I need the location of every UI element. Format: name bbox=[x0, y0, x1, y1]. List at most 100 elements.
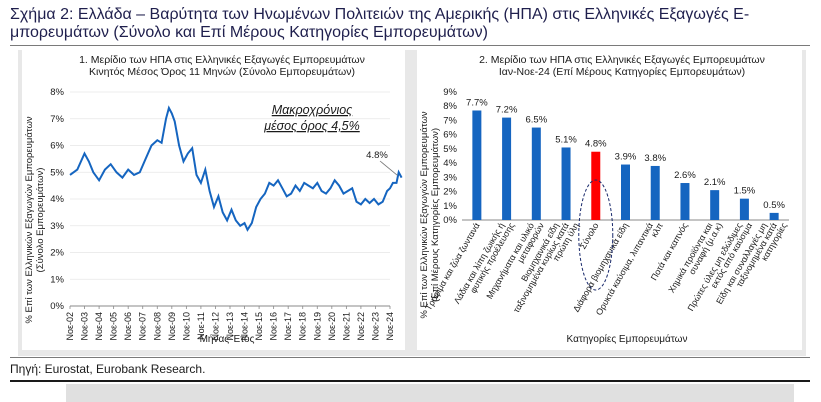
line-x-tick-label: Νοε-14 bbox=[240, 312, 250, 341]
bar-y-label-line-1: % Επί των Ελληνικών Εξαγωγών Εμπορευμάτω… bbox=[419, 111, 430, 318]
total-highlight-ellipse bbox=[578, 179, 614, 291]
bar-y-tick-label: 5% bbox=[443, 144, 457, 155]
line-end-label: 4.8% bbox=[366, 150, 388, 161]
line-x-tick-label: Νοε-06 bbox=[123, 312, 133, 341]
footer-rule bbox=[10, 380, 810, 382]
bar bbox=[502, 117, 512, 220]
line-x-tick-label: Νοε-23 bbox=[370, 312, 380, 341]
line-series bbox=[69, 105, 403, 232]
line-x-tick-label: Νοε-20 bbox=[327, 312, 337, 341]
bar-value-label: 3.8% bbox=[644, 153, 666, 164]
line-chart-x-label: Μήνας-Έτος bbox=[200, 333, 255, 345]
bar-chart-y-label: % Επί των Ελληνικών Εξαγωγών Εμπορευμάτω… bbox=[419, 111, 441, 318]
line-chart-y-label: % Επί των Ελληνικών Εξαγωγών Εμπορευμάτω… bbox=[24, 116, 46, 323]
bar-value-label: 7.7% bbox=[466, 97, 488, 108]
line-y-label-line-2: (Σύνολο Εμπορευμάτων) bbox=[35, 168, 46, 273]
bar bbox=[531, 127, 541, 220]
figure-title-line-2: μπορευμάτων (Σύνολο και Επί Μέρους Κατηγ… bbox=[10, 24, 488, 41]
bar-y-tick-label: 8% bbox=[443, 101, 457, 112]
bar-value-label: 2.6% bbox=[674, 170, 696, 181]
line-x-tick-label: Νοε-11 bbox=[196, 312, 206, 340]
line-y-tick-label: 6% bbox=[50, 141, 64, 152]
line-x-tick-label: Νοε-17 bbox=[283, 312, 293, 341]
line-chart-x-ticks: Νοε-02 Νοε-03 Νοε-04 Νοε-05 Νοε-06 Νοε-07 Νοε-… bbox=[65, 306, 395, 341]
line-x-tick-label: Νοε-12 bbox=[210, 312, 220, 341]
line-x-tick-label: Νοε-13 bbox=[225, 312, 235, 341]
bar-chart-bars bbox=[472, 110, 779, 220]
figure-title-line-1: Σχήμα 2: Ελλάδα – Βαρύτητα των Ηνωμένων … bbox=[10, 6, 750, 23]
line-chart-subtitle: Κινητός Μέσος Όρος 11 Μηνών (Σύνολο Εμπο… bbox=[89, 66, 355, 78]
annotation-line-1: Μακροχρόνιος bbox=[272, 103, 353, 117]
bar-y-tick-label: 6% bbox=[443, 130, 457, 141]
bar bbox=[710, 190, 720, 220]
bar-chart-x-label: Κατηγορίες Εμπορευμάτων bbox=[567, 333, 688, 345]
bar bbox=[472, 110, 482, 220]
line-x-tick-label: Νοε-10 bbox=[181, 312, 191, 341]
bar-category-label-line: Σύνολο bbox=[578, 221, 601, 251]
line-y-tick-label: 2% bbox=[50, 248, 64, 259]
bar-value-label: 7.2% bbox=[496, 105, 518, 116]
bar-chart-title: 2. Μερίδιο των ΗΠΑ στις Ελληνικές Εξαγωγ… bbox=[479, 54, 765, 66]
bar-value-label: 3.9% bbox=[615, 152, 637, 163]
bar bbox=[650, 165, 660, 220]
bar bbox=[739, 198, 749, 220]
bar-y-label-line-2: (Επί Μέρους Κατηγορίες Εμπορευμάτων) bbox=[430, 128, 441, 302]
line-y-label-line-1: % Επί των Ελληνικών Εξαγωγών Εμπορευμάτω… bbox=[24, 116, 35, 323]
bar-value-label: 2.1% bbox=[704, 177, 726, 188]
line-x-tick-label: Νοε-21 bbox=[341, 312, 351, 341]
bar-value-label: 0.5% bbox=[763, 200, 785, 211]
bar-category-label: Σύνολο bbox=[578, 221, 601, 251]
footer-band bbox=[66, 384, 794, 402]
bar-chart-panel: 2. Μερίδιο των ΗΠΑ στις Ελληνικές Εξαγωγ… bbox=[417, 50, 802, 350]
line-x-tick-label: Νοε-15 bbox=[254, 312, 264, 341]
line-y-tick-label: 4% bbox=[50, 194, 64, 205]
line-x-tick-label: Νοε-02 bbox=[65, 312, 75, 341]
bar-value-label: 4.8% bbox=[585, 139, 607, 150]
line-x-tick-label: Νοε-03 bbox=[80, 312, 90, 341]
line-x-tick-label: Νοε-18 bbox=[298, 312, 308, 341]
bar-chart-value-labels: 7.7% 7.2% 6.5% 5.1% 4.8% 3.9% 3.8% 2.6% 2.1% 1.5%… bbox=[466, 97, 785, 210]
bar bbox=[680, 183, 690, 220]
line-chart-gridlines bbox=[70, 91, 390, 307]
line-x-tick-label: Νοε-24 bbox=[385, 312, 395, 341]
bar-value-label: 5.1% bbox=[555, 134, 577, 145]
line-chart-panel: 1. Μερίδιο των ΗΠΑ στις Ελληνικές Εξαγωγ… bbox=[22, 50, 405, 350]
line-x-tick-label: Νοε-04 bbox=[94, 312, 104, 341]
line-x-tick-label: Νοε-22 bbox=[356, 312, 366, 341]
line-y-tick-label: 5% bbox=[50, 167, 64, 178]
line-x-tick-label: Νοε-16 bbox=[269, 312, 279, 341]
bar-chart-subtitle: Ιαν-Νοε-24 (Επί Μέρους Κατηγορίες Εμπορε… bbox=[499, 66, 745, 78]
line-x-tick-label: Νοε-07 bbox=[138, 312, 148, 341]
line-x-tick-label: Νοε-05 bbox=[109, 312, 119, 341]
end-label-leader bbox=[379, 160, 398, 176]
top-divider bbox=[10, 45, 810, 46]
line-chart-y-ticks: 0% 1% 2% 3% 4% 5% 6% 7% 8% bbox=[50, 87, 64, 312]
line-x-tick-label: Νοε-19 bbox=[312, 312, 322, 341]
line-y-tick-label: 8% bbox=[50, 87, 64, 98]
bar-y-tick-label: 1% bbox=[443, 201, 457, 212]
annotation-line-2: μέσος όρος 4,5% bbox=[263, 119, 360, 133]
bar-y-tick-label: 2% bbox=[443, 187, 457, 198]
source-note: Πηγή: Eurostat, Eurobank Research. bbox=[10, 362, 206, 376]
bar-y-tick-label: 7% bbox=[443, 115, 457, 126]
line-y-tick-label: 7% bbox=[50, 114, 64, 125]
bar-chart: 2. Μερίδιο των ΗΠΑ στις Ελληνικές Εξαγωγ… bbox=[419, 54, 789, 345]
line-y-tick-label: 1% bbox=[50, 274, 64, 285]
line-y-tick-label: 3% bbox=[50, 221, 64, 232]
bar-y-tick-label: 0% bbox=[443, 215, 457, 226]
bottom-divider bbox=[10, 357, 810, 358]
figure-title: Σχήμα 2: Ελλάδα – Βαρύτητα των Ηνωμένων … bbox=[10, 6, 810, 42]
line-x-tick-label: Νοε-09 bbox=[167, 312, 177, 341]
bar-y-tick-label: 4% bbox=[443, 158, 457, 169]
bar-value-label: 6.5% bbox=[525, 115, 547, 126]
bar-y-tick-label: 9% bbox=[443, 87, 457, 98]
bar bbox=[769, 212, 779, 220]
bar-value-label: 1.5% bbox=[734, 186, 756, 197]
bar-category-label-line: κλπ bbox=[649, 221, 665, 239]
bar-y-tick-label: 3% bbox=[443, 172, 457, 183]
bar bbox=[561, 147, 571, 220]
bar bbox=[621, 164, 630, 220]
bar bbox=[591, 151, 601, 220]
line-chart: 1. Μερίδιο των ΗΠΑ στις Ελληνικές Εξαγωγ… bbox=[24, 54, 403, 345]
